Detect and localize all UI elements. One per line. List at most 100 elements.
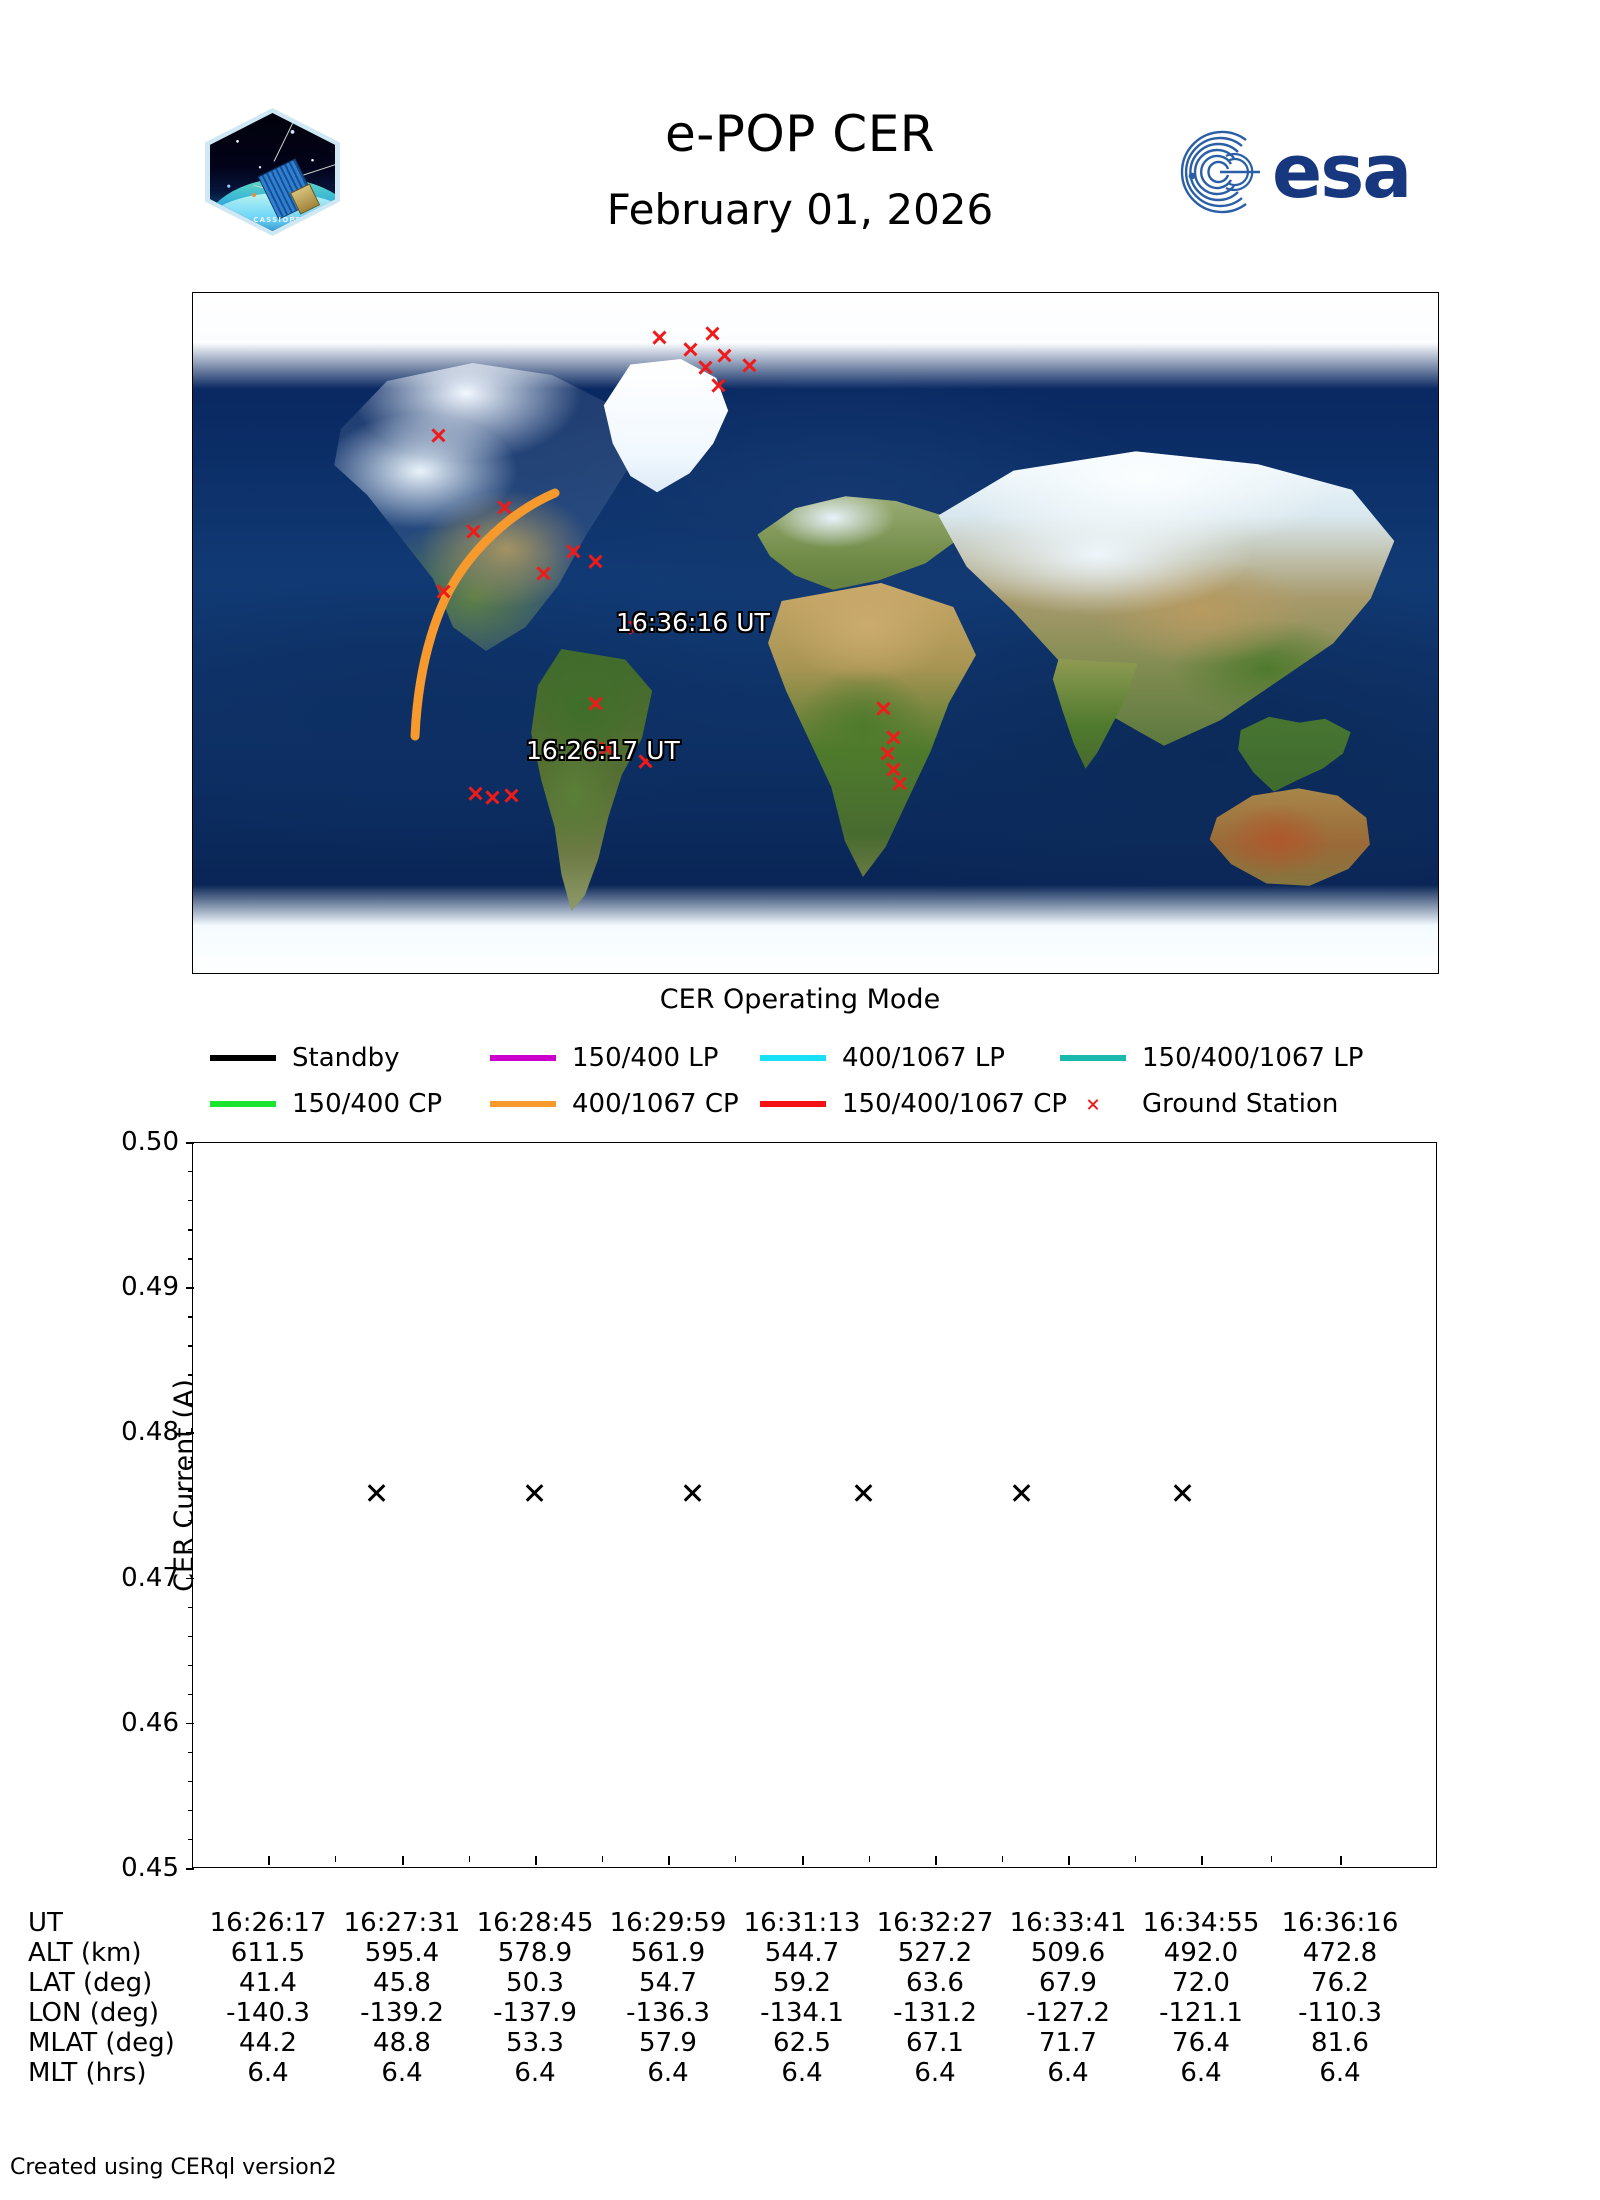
arctic-ice-layer bbox=[193, 293, 1438, 389]
y-axis-minor-tick bbox=[188, 1664, 193, 1667]
table-cell: 44.2 bbox=[239, 2028, 297, 2058]
table-cell: 62.5 bbox=[773, 2028, 831, 2058]
legend-item[interactable]: 150/400/1067 LP bbox=[1060, 1036, 1363, 1080]
satellite-boom-icon bbox=[301, 163, 335, 176]
table-cell: 6.4 bbox=[381, 2058, 423, 2088]
table-cell: -110.3 bbox=[1298, 1998, 1382, 2028]
cassiope-logo: CASSIOPE bbox=[205, 108, 340, 236]
table-cell: 6.4 bbox=[1319, 2058, 1361, 2088]
ground-station-marker bbox=[496, 499, 513, 516]
x-axis-tick bbox=[1068, 1856, 1070, 1865]
data-point-marker bbox=[1172, 1482, 1194, 1504]
legend-item[interactable]: 400/1067 LP bbox=[760, 1036, 1005, 1080]
table-row-label: MLT (hrs) bbox=[28, 2058, 147, 2088]
footer-credit: Created using CERql version2 bbox=[10, 2155, 337, 2180]
data-point-marker bbox=[1011, 1482, 1033, 1504]
legend-item-label: 150/400/1067 LP bbox=[1142, 1043, 1364, 1073]
legend-item-label: 400/1067 CP bbox=[572, 1089, 739, 1119]
x-axis-tick bbox=[668, 1856, 670, 1865]
esa-logo-text: esa bbox=[1272, 129, 1412, 215]
table-cell: 76.2 bbox=[1311, 1968, 1369, 1998]
data-point-marker bbox=[524, 1482, 546, 1504]
y-axis-minor-tick bbox=[188, 1780, 193, 1783]
ground-station-marker bbox=[484, 789, 501, 806]
y-axis-minor-tick bbox=[188, 1693, 193, 1696]
legend-color-swatch bbox=[760, 1055, 826, 1061]
legend-item[interactable]: Standby bbox=[210, 1036, 400, 1080]
ground-station-layer bbox=[193, 293, 1438, 973]
boom-tip-icon bbox=[252, 193, 256, 197]
table-cell: 6.4 bbox=[514, 2058, 556, 2088]
legend-item[interactable]: Ground Station bbox=[1060, 1082, 1338, 1126]
legend-item-label: Ground Station bbox=[1142, 1089, 1339, 1119]
ground-station-marker bbox=[891, 775, 908, 792]
table-cell: 71.7 bbox=[1039, 2028, 1097, 2058]
table-cell: 63.6 bbox=[906, 1968, 964, 1998]
table-row: MLT (hrs) 6.4 6.4 6.4 6.4 6.4 6.4 6.4 6.4 6.4 bbox=[0, 2058, 1600, 2088]
ground-station-marker bbox=[465, 523, 482, 540]
table-cell: 59.2 bbox=[773, 1968, 831, 1998]
table-cell: 544.7 bbox=[764, 1938, 840, 1968]
x-axis-tick bbox=[1201, 1856, 1203, 1865]
table-row: ALT (km) 611.5 595.4 578.9 561.9 544.7 527.2 50… bbox=[0, 1938, 1600, 1968]
table-cell: -140.3 bbox=[226, 1998, 310, 2028]
table-cell: 527.2 bbox=[897, 1938, 973, 1968]
y-axis-minor-tick bbox=[188, 1258, 193, 1260]
table-cell: 16:33:41 bbox=[1009, 1908, 1127, 1938]
table-cell: 16:31:13 bbox=[743, 1908, 861, 1938]
legend-item-label: 150/400 LP bbox=[572, 1043, 719, 1073]
y-axis-minor-tick bbox=[188, 1751, 193, 1754]
table-cell: 578.9 bbox=[497, 1938, 573, 1968]
data-point-marker bbox=[366, 1482, 388, 1504]
antarctic-ice-layer bbox=[193, 885, 1438, 973]
y-axis-minor-tick bbox=[188, 1229, 193, 1231]
legend-item-label: 150/400/1067 CP bbox=[842, 1089, 1068, 1119]
legend-item[interactable]: 150/400/1067 CP bbox=[760, 1082, 1067, 1126]
table-cell: 67.1 bbox=[906, 2028, 964, 2058]
table-cell: -136.3 bbox=[626, 1998, 710, 2028]
table-cell: -121.1 bbox=[1159, 1998, 1243, 2028]
y-axis-minor-tick bbox=[188, 1171, 193, 1173]
x-axis-minor-tick bbox=[1001, 1856, 1003, 1862]
x-axis-tick bbox=[802, 1856, 804, 1865]
legend-color-swatch bbox=[490, 1101, 556, 1107]
table-row-label: UT bbox=[28, 1908, 63, 1938]
table-row-label: MLAT (deg) bbox=[28, 2028, 175, 2058]
legend-color-swatch bbox=[760, 1101, 826, 1107]
ground-station-marker bbox=[651, 329, 668, 346]
table-row-label: LON (deg) bbox=[28, 1998, 160, 2028]
ground-station-marker bbox=[587, 553, 604, 570]
table-cell: 50.3 bbox=[506, 1968, 564, 1998]
table-cell: 48.8 bbox=[373, 2028, 431, 2058]
table-cell: 492.0 bbox=[1163, 1938, 1239, 1968]
y-axis-tick bbox=[186, 1287, 194, 1289]
x-axis-tick bbox=[402, 1856, 404, 1865]
table-row-label: LAT (deg) bbox=[28, 1968, 153, 1998]
y-axis-minor-tick bbox=[188, 1374, 193, 1376]
ground-station-marker bbox=[503, 787, 520, 804]
data-point-marker bbox=[853, 1482, 875, 1504]
y-axis-minor-tick bbox=[188, 1345, 193, 1347]
x-axis-minor-tick bbox=[1134, 1856, 1136, 1862]
x-axis-minor-tick bbox=[735, 1856, 737, 1862]
table-cell: 45.8 bbox=[373, 1968, 431, 1998]
cer-current-plot: CER Current (A) 0.45 0.46 0.47 0.48 0.49 0.50 bbox=[0, 1127, 1600, 1890]
y-axis-tick bbox=[186, 1577, 194, 1580]
y-axis-minor-tick bbox=[188, 1635, 193, 1638]
x-axis-tick bbox=[935, 1856, 937, 1865]
legend-item[interactable]: 150/400 LP bbox=[490, 1036, 718, 1080]
y-axis-tick bbox=[186, 1722, 194, 1725]
table-cell: -134.1 bbox=[760, 1998, 844, 2028]
legend-item[interactable]: 400/1067 CP bbox=[490, 1082, 739, 1126]
ground-station-marker bbox=[697, 359, 714, 376]
legend-row-1: Standby 150/400 LP 400/1067 LP 150/400/1067… bbox=[0, 1036, 1600, 1080]
legend-item[interactable]: 150/400 CP bbox=[210, 1082, 442, 1126]
table-row: UT 16:26:17 16:27:31 16:28:45 16:29:59 16:31:… bbox=[0, 1908, 1600, 1938]
table-cell: 6.4 bbox=[247, 2058, 289, 2088]
table-cell: 81.6 bbox=[1311, 2028, 1369, 2058]
ground-station-marker bbox=[716, 347, 733, 364]
legend-item-label: 400/1067 LP bbox=[842, 1043, 1005, 1073]
table-cell: 611.5 bbox=[230, 1938, 306, 1968]
table-cell: 54.7 bbox=[639, 1968, 697, 1998]
